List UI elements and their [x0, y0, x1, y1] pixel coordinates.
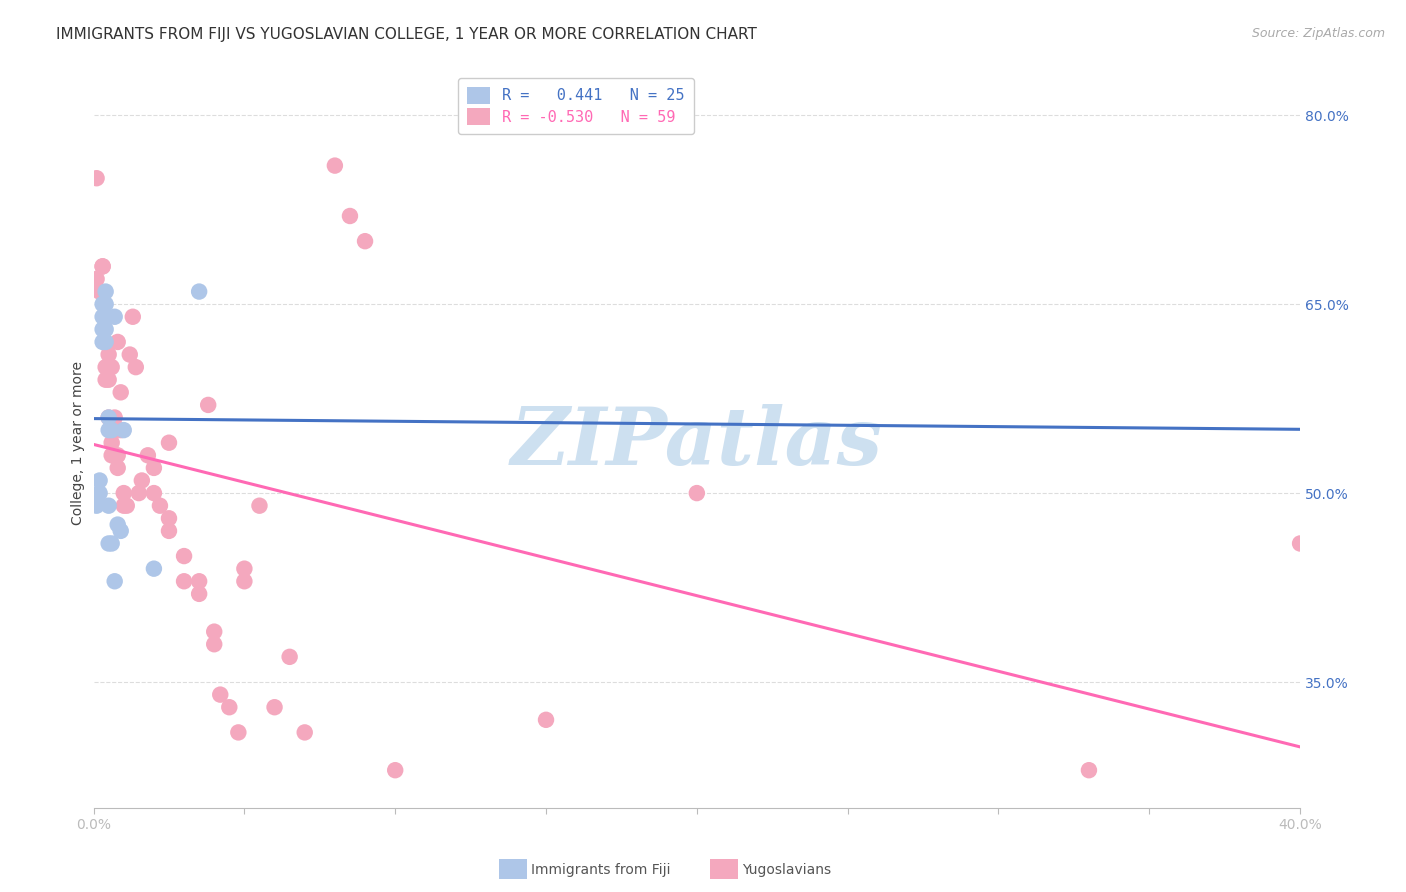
Point	[97, 423, 120, 437]
Point	[91, 260, 114, 274]
Point	[218, 700, 240, 714]
Point	[112, 486, 135, 500]
Point	[188, 285, 211, 299]
Point	[157, 435, 180, 450]
Text: Yugoslavians: Yugoslavians	[742, 863, 831, 877]
Point	[323, 159, 346, 173]
Point	[278, 649, 301, 664]
Point	[202, 637, 225, 651]
Point	[89, 486, 111, 500]
Point	[131, 474, 153, 488]
Point	[294, 725, 316, 739]
Point	[233, 562, 256, 576]
Point	[339, 209, 361, 223]
Text: IMMIGRANTS FROM FIJI VS YUGOSLAVIAN COLLEGE, 1 YEAR OR MORE CORRELATION CHART: IMMIGRANTS FROM FIJI VS YUGOSLAVIAN COLL…	[56, 27, 756, 42]
Point	[202, 624, 225, 639]
Point	[197, 398, 219, 412]
Y-axis label: College, 1 year or more: College, 1 year or more	[72, 360, 86, 524]
Point	[157, 511, 180, 525]
Point	[173, 574, 195, 589]
Point	[97, 373, 120, 387]
Point	[94, 285, 117, 299]
Point	[115, 499, 138, 513]
Point	[142, 486, 165, 500]
Point	[91, 334, 114, 349]
Point	[686, 486, 709, 500]
Point	[112, 423, 135, 437]
Point	[173, 549, 195, 563]
Text: ZIPatlas: ZIPatlas	[510, 404, 883, 482]
Point	[107, 517, 129, 532]
Point	[97, 410, 120, 425]
Point	[233, 574, 256, 589]
Point	[263, 700, 285, 714]
Point	[1289, 536, 1312, 550]
Point	[136, 448, 159, 462]
Text: Source: ZipAtlas.com: Source: ZipAtlas.com	[1251, 27, 1385, 40]
Point	[228, 725, 250, 739]
Point	[209, 688, 232, 702]
Point	[110, 423, 132, 437]
Legend: R =   0.441   N = 25, R = -0.530   N = 59: R = 0.441 N = 25, R = -0.530 N = 59	[458, 78, 695, 134]
Point	[94, 297, 117, 311]
Point	[107, 334, 129, 349]
Point	[100, 435, 122, 450]
Point	[94, 310, 117, 324]
Text: Immigrants from Fiji: Immigrants from Fiji	[531, 863, 671, 877]
Point	[94, 322, 117, 336]
Point	[97, 347, 120, 361]
Point	[142, 562, 165, 576]
Point	[384, 763, 406, 777]
Point	[354, 234, 377, 248]
Point	[86, 272, 108, 286]
Point	[1077, 763, 1099, 777]
Point	[94, 360, 117, 375]
Point	[97, 536, 120, 550]
Point	[125, 360, 148, 375]
Point	[91, 297, 114, 311]
Point	[121, 310, 143, 324]
Point	[249, 499, 271, 513]
Point	[149, 499, 172, 513]
Point	[94, 373, 117, 387]
Point	[89, 474, 111, 488]
Point	[534, 713, 557, 727]
Point	[107, 461, 129, 475]
Point	[86, 171, 108, 186]
Point	[104, 310, 127, 324]
Point	[112, 499, 135, 513]
Point	[91, 260, 114, 274]
Point	[97, 410, 120, 425]
Point	[91, 322, 114, 336]
Point	[89, 285, 111, 299]
Point	[107, 448, 129, 462]
Point	[100, 360, 122, 375]
Point	[110, 385, 132, 400]
Point	[188, 574, 211, 589]
Point	[110, 524, 132, 538]
Point	[100, 536, 122, 550]
Point	[157, 524, 180, 538]
Point	[97, 499, 120, 513]
Point	[91, 310, 114, 324]
Point	[128, 486, 150, 500]
Point	[100, 448, 122, 462]
Point	[188, 587, 211, 601]
Point	[100, 423, 122, 437]
Point	[142, 461, 165, 475]
Point	[94, 334, 117, 349]
Point	[86, 499, 108, 513]
Point	[104, 574, 127, 589]
Point	[118, 347, 141, 361]
Point	[104, 448, 127, 462]
Point	[104, 410, 127, 425]
